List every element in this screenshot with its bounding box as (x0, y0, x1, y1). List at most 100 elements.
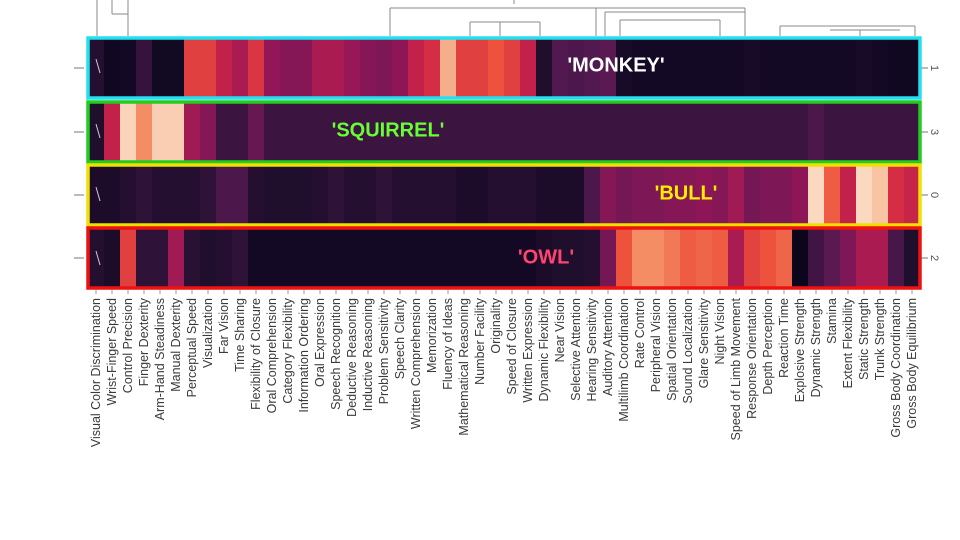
column-label: Information Ordering (297, 298, 311, 413)
heatmap-cell (424, 102, 441, 162)
heatmap-cell (424, 165, 441, 225)
heatmap-cell (280, 38, 297, 98)
heatmap-cell (360, 102, 377, 162)
row-tick-label: 3 (928, 129, 940, 135)
heatmap-cell (632, 165, 649, 225)
heatmap-cell (664, 165, 681, 225)
heatmap-cell (792, 165, 809, 225)
heatmap-cell (328, 165, 345, 225)
column-label: Selective Attention (569, 298, 583, 401)
column-label: Extent Flexibility (841, 297, 855, 388)
heatmap-cell (184, 102, 201, 162)
column-label: Memorization (425, 298, 439, 373)
cluster-label: 'MONKEY' (567, 54, 664, 76)
heatmap-cell (504, 165, 521, 225)
heatmap-cell (904, 38, 921, 98)
heatmap-cell (344, 165, 361, 225)
heatmap-cell (696, 102, 713, 162)
heatmap-cell (264, 102, 281, 162)
heatmap-cell (408, 102, 425, 162)
heatmap-cell (312, 38, 329, 98)
heatmap-cell (856, 38, 873, 98)
column-label: Rate Control (633, 298, 647, 368)
row-slash-mark (95, 250, 101, 266)
row-tick-label: 2 (928, 255, 940, 261)
column-label: Speed of Closure (505, 298, 519, 395)
heatmap-cell (408, 228, 425, 288)
heatmap-cell (872, 102, 889, 162)
heatmap-cell (600, 228, 617, 288)
heatmap-cell (392, 38, 409, 98)
row-slash-mark (95, 123, 101, 139)
heatmap-cell (200, 102, 217, 162)
heatmap-cell (808, 102, 825, 162)
column-label: Originality (489, 297, 503, 353)
heatmap-cell (552, 38, 569, 98)
heatmap-cell (440, 165, 457, 225)
heatmap-cell (120, 102, 137, 162)
heatmap-cell (600, 165, 617, 225)
row-slash-mark (95, 186, 101, 202)
heatmap-cell (152, 165, 169, 225)
heatmap-cell (168, 165, 185, 225)
column-label: Reaction Time (777, 298, 791, 378)
heatmap-cell (504, 228, 521, 288)
heatmap-cell (424, 228, 441, 288)
column-label: Mathematical Reasoning (457, 298, 471, 436)
heatmap-cell (680, 38, 697, 98)
heatmap-cell (296, 165, 313, 225)
heatmap-cell (728, 165, 745, 225)
heatmap-cell (856, 102, 873, 162)
heatmap-cell (104, 165, 121, 225)
heatmap-cell (200, 38, 217, 98)
row-tick-label: 1 (928, 65, 940, 71)
heatmap-cell (216, 102, 233, 162)
heatmap-cell (376, 38, 393, 98)
column-label: Category Flexibility (281, 297, 295, 403)
heatmap-cell (296, 38, 313, 98)
heatmap-cell (824, 228, 841, 288)
column-label: Gross Body Equilibrium (905, 298, 919, 429)
heatmap-cell (136, 38, 153, 98)
heatmap-cell (232, 38, 249, 98)
heatmap-cell (216, 38, 233, 98)
column-label: Near Vision (553, 298, 567, 362)
heatmap-cell (680, 102, 697, 162)
heatmap-cell (152, 38, 169, 98)
heatmap-cell (712, 38, 729, 98)
column-label: Number Facility (473, 297, 487, 385)
heatmap-cell (888, 102, 905, 162)
heatmap-cell (888, 38, 905, 98)
heatmap-cell (712, 102, 729, 162)
heatmap-cell (792, 38, 809, 98)
heatmap-cell (808, 228, 825, 288)
heatmap-cell (488, 228, 505, 288)
heatmap-cell (696, 165, 713, 225)
heatmap-cell (856, 165, 873, 225)
heatmap-cell (280, 228, 297, 288)
heatmap-cell (136, 228, 153, 288)
heatmap-cell (840, 38, 857, 98)
row-tick-labels: 1 3 0 2 (74, 65, 940, 261)
heatmap-cell (264, 228, 281, 288)
cluster-box (86, 100, 922, 164)
column-label: Glare Sensitivity (697, 297, 711, 388)
heatmap-cell (696, 228, 713, 288)
heatmap-cell (856, 228, 873, 288)
heatmap-cell (648, 165, 665, 225)
column-label: Perceptual Speed (185, 298, 199, 397)
heatmap-cell (696, 38, 713, 98)
heatmap-cell (632, 38, 649, 98)
heatmap-cell (840, 228, 857, 288)
heatmap-cell (344, 38, 361, 98)
heatmap-cell (168, 228, 185, 288)
heatmap-cell (328, 102, 345, 162)
heatmap-cell (488, 102, 505, 162)
heatmap-cell (120, 165, 137, 225)
heatmap-cell (504, 102, 521, 162)
heatmap-cell (568, 102, 585, 162)
heatmap-cell (904, 165, 921, 225)
column-label: Visual Color Discrimination (89, 298, 103, 447)
heatmap-cell (792, 102, 809, 162)
heatmap-cell (264, 165, 281, 225)
